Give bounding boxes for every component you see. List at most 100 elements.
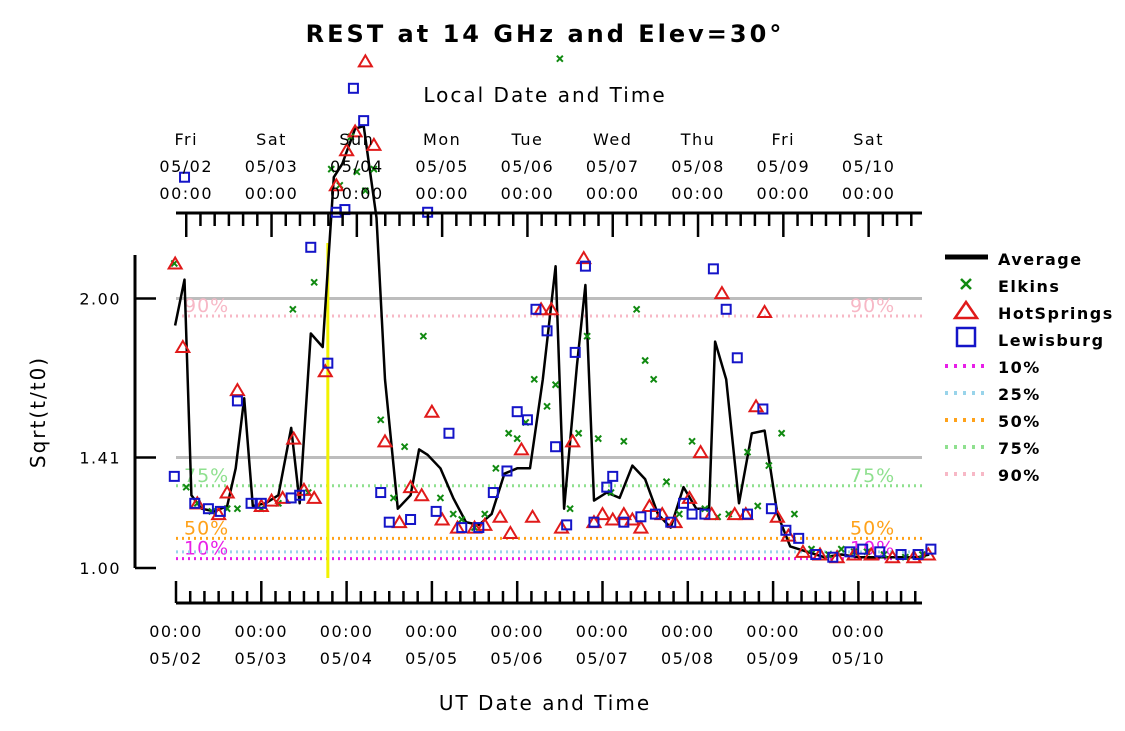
grid-lines [176, 297, 922, 460]
x-tick-time-label: 00:00 [234, 622, 288, 641]
top-tick-date: 05/07 [586, 157, 640, 176]
top-tick-time: 00:00 [415, 184, 469, 203]
top-tick-time: 00:00 [757, 184, 811, 203]
elkins-point [543, 402, 551, 411]
x-axis-title: UT Date and Time [439, 691, 651, 715]
elkins-point [790, 510, 799, 518]
hotsprings-point [413, 487, 430, 502]
top-tick-date: 05/09 [757, 157, 811, 176]
x-tick-date-label: 05/09 [746, 649, 800, 668]
elkins-point [481, 510, 489, 518]
elkins-point [675, 510, 683, 518]
hotsprings-point [794, 543, 812, 558]
lewisburg-point [699, 508, 711, 520]
lewisburg-point [305, 241, 317, 253]
lewisburg-point [550, 441, 562, 453]
lewisburg-point [678, 497, 690, 509]
hotsprings-point [338, 142, 355, 157]
hotsprings-point [575, 250, 592, 265]
x-tick-date-label: 05/05 [405, 649, 459, 668]
top-axis-title: Local Date and Time [423, 83, 666, 107]
percentile-label-right: 75% [850, 465, 895, 487]
lewisburg-point [561, 519, 573, 531]
hotsprings-point [524, 508, 541, 523]
elkins-point [594, 434, 602, 443]
top-tick-date: 05/03 [245, 157, 299, 176]
hotsprings-point [604, 511, 621, 526]
top-tick-weekday: Mon [423, 130, 461, 149]
lewisburg-point [757, 403, 769, 415]
elkins-point [289, 305, 297, 313]
hotsprings-point [491, 508, 509, 523]
elkins-point [327, 165, 335, 173]
lewisburg-point [731, 352, 743, 364]
elkins-point [370, 165, 378, 173]
lewisburg-point [686, 508, 698, 520]
hotsprings-point [756, 304, 773, 318]
lewisburg-point [530, 303, 542, 315]
x-tick-date-label: 05/07 [576, 649, 630, 668]
lewisburg-point [231, 395, 243, 407]
percentile-label-left: 75% [184, 465, 229, 487]
elkins-point [620, 437, 628, 446]
legend-average-label: Average [998, 250, 1083, 269]
hotsprings-point [328, 177, 345, 192]
x-tick-time-label: 00:00 [405, 622, 459, 641]
lewisburg-point [179, 171, 191, 183]
elkins-point [458, 515, 466, 524]
hotsprings-point [502, 524, 519, 539]
lewisburg-point [189, 497, 201, 509]
lewisburg-point [780, 524, 792, 536]
hotsprings-point [218, 484, 236, 499]
hotsprings-point [726, 506, 743, 521]
top-tick-time: 00:00 [842, 184, 896, 203]
lewisburg-point [456, 522, 468, 534]
y-axis-title: Sqrt(t/t0) [26, 356, 50, 468]
average-line [173, 124, 930, 559]
legend-lewisburg-swatch [955, 326, 977, 348]
top-tick-weekday: Sat [256, 130, 287, 149]
x-tick-time-label: 00:00 [661, 622, 715, 641]
lewisburg-point [635, 511, 647, 523]
hotsprings-point [346, 123, 364, 138]
x-tick-date-label: 05/06 [490, 649, 544, 668]
top-tick-weekday: Fri [174, 130, 198, 149]
lewisburg-point [501, 465, 513, 477]
lewisburg-point [294, 489, 306, 501]
elkins-point [419, 332, 428, 340]
y-tick-label: 2.00 [79, 290, 121, 309]
lewisburg-point [857, 543, 869, 555]
lewisburg-point [810, 549, 822, 561]
percentile-label-left: 90% [184, 295, 229, 317]
hotsprings-point [174, 339, 192, 354]
elkins-point [688, 437, 696, 446]
hotsprings-point [553, 519, 570, 534]
lewisburg-point [912, 549, 924, 561]
lewisburg-point [665, 516, 677, 528]
lewisburg-point [521, 414, 533, 426]
lewisburg-point [874, 546, 886, 558]
elkins-point [233, 505, 242, 513]
lewisburg-point [925, 543, 937, 555]
lewisburg-point [358, 115, 370, 127]
lewisburg-point [793, 532, 805, 544]
percentile-label-right: 90% [850, 295, 895, 317]
x-tick-date-label: 05/03 [234, 649, 288, 668]
hotsprings-point [229, 382, 246, 397]
hotsprings-point [615, 506, 633, 521]
lewisburg-point [618, 516, 630, 528]
legend: Average Elkins HotSprings Lewisburg 10% 25% 50… [945, 250, 1112, 485]
lewisburg-point [607, 470, 619, 482]
elkins-point [556, 54, 564, 63]
lewisburg-point [245, 497, 257, 509]
elkins-point [551, 381, 560, 389]
top-tick-date: 05/08 [671, 157, 725, 176]
lewisburg-point [511, 406, 523, 418]
elkins-point [632, 305, 641, 313]
elkins-point [743, 448, 752, 456]
lewisburg-point [827, 551, 839, 563]
lewisburg-point [405, 513, 417, 525]
hotsprings-point [543, 301, 560, 316]
x-tick-date-label: 05/02 [149, 649, 203, 668]
hotsprings-point [641, 498, 658, 513]
